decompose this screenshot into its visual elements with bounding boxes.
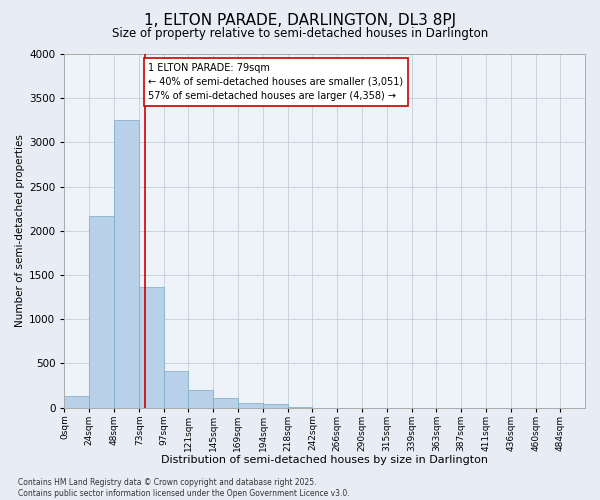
Text: Contains HM Land Registry data © Crown copyright and database right 2025.
Contai: Contains HM Land Registry data © Crown c… [18,478,350,498]
Bar [188,390,213,407]
Bar [164,372,188,408]
Text: 1 ELTON PARADE: 79sqm
← 40% of semi-detached houses are smaller (3,051)
57% of s: 1 ELTON PARADE: 79sqm ← 40% of semi-deta… [148,63,404,101]
Bar [64,396,89,407]
Bar [139,288,164,408]
Bar [263,404,288,407]
Bar [89,216,113,408]
Text: Size of property relative to semi-detached houses in Darlington: Size of property relative to semi-detach… [112,28,488,40]
Bar [113,120,139,408]
X-axis label: Distribution of semi-detached houses by size in Darlington: Distribution of semi-detached houses by … [161,455,488,465]
Y-axis label: Number of semi-detached properties: Number of semi-detached properties [15,134,25,327]
Text: 1, ELTON PARADE, DARLINGTON, DL3 8PJ: 1, ELTON PARADE, DARLINGTON, DL3 8PJ [144,12,456,28]
Bar [213,398,238,407]
Bar [238,402,263,407]
